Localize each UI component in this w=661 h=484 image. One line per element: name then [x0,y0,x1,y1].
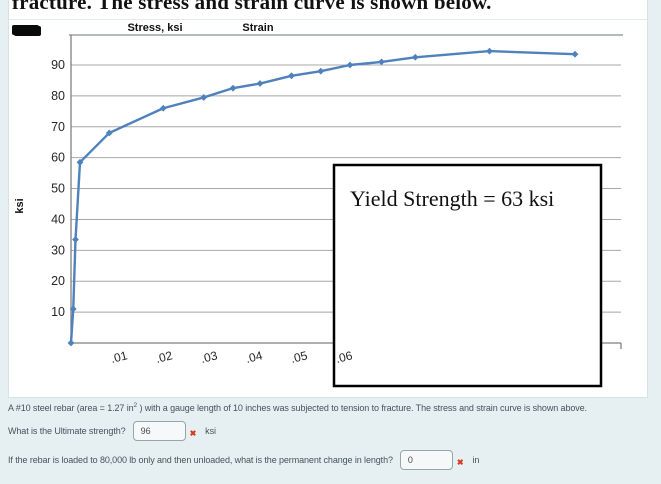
svg-text:10: 10 [51,305,65,319]
svg-text:20: 20 [51,274,65,288]
question-2-row: If the rebar is loaded to 80,000 lb only… [8,447,479,473]
permanent-change-input[interactable] [399,450,453,470]
question-1-label: What is the Ultimate strength? [8,426,126,436]
problem-text: A #10 steel rebar (area = 1.27 in [8,403,134,413]
svg-text:.06: .06 [334,348,354,366]
data-point-markers [67,47,579,347]
svg-text:.04: .04 [244,348,264,366]
clipped-heading-text: fracture. The stress and strain curve is… [12,0,492,14]
svg-text:60: 60 [51,151,65,165]
yield-annotation-box [332,163,603,388]
svg-text:50: 50 [51,182,65,196]
svg-text:90: 90 [51,58,65,72]
svg-text:Strain: Strain [242,22,273,34]
svg-text:.01: .01 [109,348,129,366]
question-2-unit: in [472,455,480,465]
x-tick-labels: .01 .02 .03 .04 .05 .06 [109,348,354,366]
question-1-unit: ksi [205,426,216,436]
svg-text:.03: .03 [199,348,219,366]
svg-text:.05: .05 [289,348,309,366]
svg-text:30: 30 [51,243,65,257]
stress-strain-line [69,49,576,344]
incorrect-icon: ✖ [456,457,464,467]
y-axis-title: ksi [14,198,26,213]
problem-text-continued: ) with a gauge length of 10 inches was s… [137,403,587,413]
svg-text:70: 70 [51,120,65,134]
svg-text:40: 40 [51,212,65,226]
svg-text:.02: .02 [154,348,174,366]
stress-strain-chart: Stress, ksi Strain Yield Strength = 63 ksi… [14,22,623,388]
incorrect-icon: ✖ [189,428,197,438]
problem-superscript: 2 [133,402,138,409]
ultimate-strength-input[interactable] [132,421,186,441]
ink-stamp-icon [12,25,39,35]
yield-annotation-text: Yield Strength = 63 ksi [350,186,554,211]
question-1-row: What is the Ultimate strength? ✖ ksi [8,418,216,444]
scanned-document-panel: fracture. The stress and strain curve is… [8,0,648,398]
problem-statement: A #10 steel rebar (area = 1.27 in2 ) wit… [8,402,656,413]
chart-scan-area: Stress, ksi Strain Yield Strength = 63 ksi… [9,19,647,397]
question-2-label: If the rebar is loaded to 80,000 lb only… [8,455,393,465]
question-section: A #10 steel rebar (area = 1.27 in2 ) wit… [0,398,661,484]
column-headers: Stress, ksi Strain [127,22,273,34]
y-tick-labels: 10 20 30 40 50 60 70 80 90 [51,58,65,319]
svg-text:80: 80 [51,89,65,103]
svg-text:Stress, ksi: Stress, ksi [127,22,182,34]
clipped-heading: fracture. The stress and strain curve is… [9,0,647,19]
